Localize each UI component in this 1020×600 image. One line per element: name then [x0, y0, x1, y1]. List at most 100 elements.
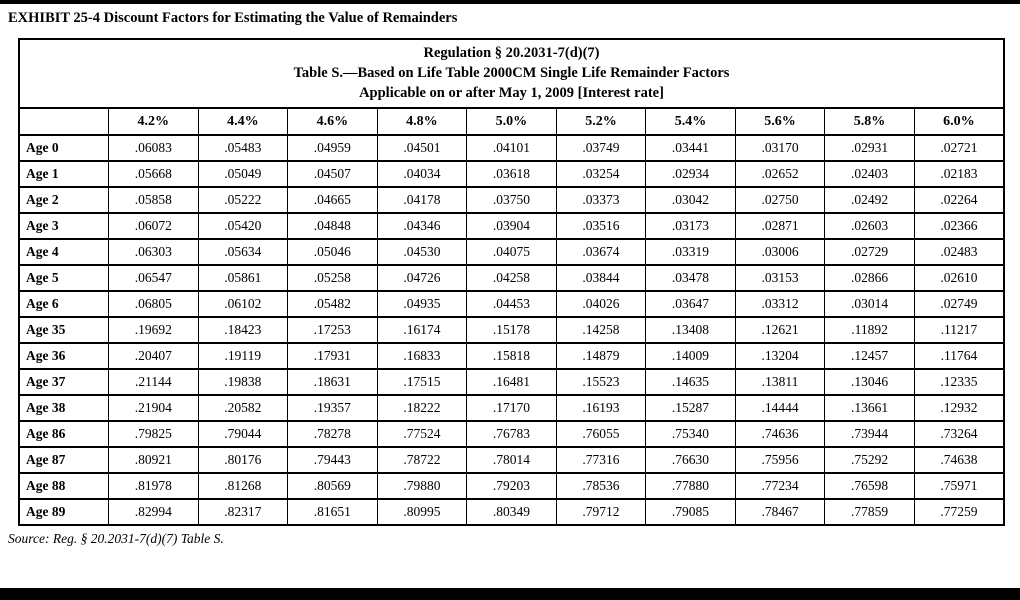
table-caption: Regulation § 20.2031-7(d)(7) Table S.—Bas…	[18, 38, 1005, 109]
factor-value: .74638	[913, 446, 1005, 474]
interest-rate-header: 4.8%	[376, 107, 468, 136]
factor-value: .21144	[108, 368, 199, 396]
age-label: Age 37	[18, 368, 110, 396]
factor-value: .81978	[108, 472, 199, 500]
factor-value: .79044	[197, 420, 289, 448]
factor-value: .14009	[645, 342, 736, 370]
exhibit-title: EXHIBIT 25-4 Discount Factors for Estima…	[8, 10, 458, 26]
interest-rate-header: 4.4%	[197, 107, 289, 136]
factor-value: .82317	[197, 498, 289, 526]
factor-value: .78536	[555, 472, 647, 500]
table-row: Age 35.19692.18423.17253.16174.15178.142…	[18, 316, 1005, 344]
source-note: Source: Reg. § 20.2031-7(d)(7) Table S.	[8, 531, 224, 546]
factor-value: .77880	[645, 472, 736, 500]
factor-value: .03042	[645, 186, 736, 214]
factor-value: .15523	[555, 368, 647, 396]
factor-value: .04101	[466, 134, 557, 162]
factor-value: .75292	[824, 446, 915, 474]
interest-rate-header: 5.4%	[645, 107, 736, 136]
factor-value: .05046	[287, 238, 378, 266]
factor-value: .80176	[197, 446, 289, 474]
factor-value: .16833	[376, 342, 468, 370]
column-header-row: 4.2% 4.4% 4.6% 4.8% 5.0% 5.2% 5.4% 5.6% 5.8% 6.0%	[18, 107, 1005, 136]
factor-value: .77259	[913, 498, 1005, 526]
factor-value: .79825	[108, 420, 199, 448]
interest-rate-header: 4.2%	[108, 107, 199, 136]
table-row: Age 36.20407.19119.17931.16833.15818.148…	[18, 342, 1005, 370]
factor-value: .76783	[466, 420, 557, 448]
factor-value: .19838	[197, 368, 289, 396]
factor-value: .02866	[824, 264, 915, 292]
factor-value: .21904	[108, 394, 199, 422]
factor-value: .13046	[824, 368, 915, 396]
factor-value: .02183	[913, 160, 1005, 188]
factor-value: .03006	[734, 238, 826, 266]
factor-value: .17931	[287, 342, 378, 370]
factor-value: .04501	[376, 134, 468, 162]
factor-value: .04935	[376, 290, 468, 318]
table-row: Age 4.06303.05634.05046.04530.04075.0367…	[18, 238, 1005, 266]
age-label: Age 36	[18, 342, 110, 370]
bottom-edge-bar	[0, 588, 1020, 600]
factor-value: .03254	[555, 160, 647, 188]
factor-value: .11892	[824, 316, 915, 344]
table-row: Age 87.80921.80176.79443.78722.78014.773…	[18, 446, 1005, 474]
factor-value: .05049	[197, 160, 289, 188]
factor-value: .79085	[645, 498, 736, 526]
factor-value: .12457	[824, 342, 915, 370]
factor-value: .77524	[376, 420, 468, 448]
factor-value: .02492	[824, 186, 915, 214]
factor-value: .03441	[645, 134, 736, 162]
factor-value: .12932	[913, 394, 1005, 422]
factor-value: .82994	[108, 498, 199, 526]
factor-value: .77234	[734, 472, 826, 500]
factor-value: .06083	[108, 134, 199, 162]
interest-rate-header: 5.0%	[466, 107, 557, 136]
factor-value: .02871	[734, 212, 826, 240]
factor-value: .03153	[734, 264, 826, 292]
interest-rate-header: 5.6%	[734, 107, 826, 136]
factor-value: .02729	[824, 238, 915, 266]
factor-value: .79443	[287, 446, 378, 474]
interest-rate-header: 6.0%	[913, 107, 1005, 136]
factor-value: .06072	[108, 212, 199, 240]
factor-value: .14258	[555, 316, 647, 344]
interest-rate-header: 5.8%	[824, 107, 915, 136]
factor-value: .03618	[466, 160, 557, 188]
factor-value: .13204	[734, 342, 826, 370]
factor-value: .80995	[376, 498, 468, 526]
age-label: Age 87	[18, 446, 110, 474]
factor-value: .05861	[197, 264, 289, 292]
factor-value: .03312	[734, 290, 826, 318]
factor-value: .02934	[645, 160, 736, 188]
factor-value: .05258	[287, 264, 378, 292]
caption-line: Table S.—Based on Life Table 2000CM Sing…	[293, 65, 730, 81]
table-row: Age 37.21144.19838.18631.17515.16481.155…	[18, 368, 1005, 396]
table-row: Age 3.06072.05420.04848.04346.03904.0351…	[18, 212, 1005, 240]
factor-value: .78014	[466, 446, 557, 474]
age-label: Age 0	[18, 134, 110, 162]
factor-value: .20407	[108, 342, 199, 370]
factor-value: .73944	[824, 420, 915, 448]
factor-value: .12621	[734, 316, 826, 344]
factor-value: .15818	[466, 342, 557, 370]
factor-value: .03750	[466, 186, 557, 214]
factor-value: .03373	[555, 186, 647, 214]
age-label: Age 1	[18, 160, 110, 188]
table-row: Age 88.81978.81268.80569.79880.79203.785…	[18, 472, 1005, 500]
factor-value: .17253	[287, 316, 378, 344]
factor-value: .04848	[287, 212, 378, 240]
factor-value: .76055	[555, 420, 647, 448]
table-row: Age 2.05858.05222.04665.04178.03750.0337…	[18, 186, 1005, 214]
factor-value: .02366	[913, 212, 1005, 240]
factor-value: .76630	[645, 446, 736, 474]
factor-value: .06805	[108, 290, 199, 318]
factor-value: .04453	[466, 290, 557, 318]
factor-value: .17170	[466, 394, 557, 422]
factor-value: .19119	[197, 342, 289, 370]
factor-value: .18423	[197, 316, 289, 344]
factor-value: .18222	[376, 394, 468, 422]
top-edge-bar	[0, 0, 1020, 4]
age-label: Age 38	[18, 394, 110, 422]
factor-value: .04530	[376, 238, 468, 266]
